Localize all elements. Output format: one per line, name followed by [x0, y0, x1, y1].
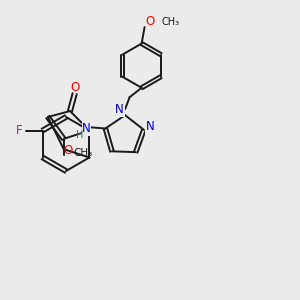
Text: O: O [64, 144, 73, 157]
Text: H: H [76, 130, 83, 140]
Text: CH₃: CH₃ [161, 17, 179, 27]
Text: CH₃: CH₃ [73, 148, 93, 158]
Text: N: N [82, 122, 91, 135]
Text: O: O [70, 81, 79, 94]
Text: O: O [146, 15, 154, 28]
Text: N: N [146, 120, 155, 133]
Text: N: N [115, 103, 124, 116]
Text: F: F [16, 124, 23, 137]
